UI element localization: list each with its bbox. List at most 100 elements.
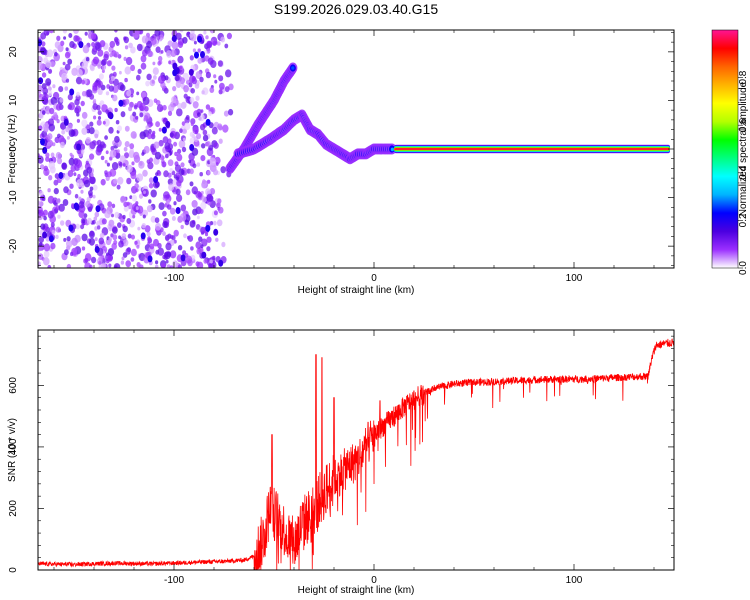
noise-blob (128, 42, 133, 49)
noise-blob (80, 224, 85, 230)
noise-blob (119, 70, 122, 75)
noise-blob (197, 57, 203, 64)
noise-blob (189, 220, 196, 228)
noise-blob (217, 198, 222, 204)
noise-blob (179, 213, 187, 222)
noise-blob (162, 136, 169, 144)
noise-blob (196, 261, 204, 268)
noise-blob (217, 41, 221, 46)
noise-blob (188, 159, 192, 164)
noise-blob (175, 176, 179, 181)
noise-blob (175, 80, 182, 89)
noise-blob (177, 148, 182, 154)
noise-blob (135, 188, 139, 193)
noise-blob (141, 223, 146, 229)
noise-blob (124, 125, 130, 132)
noise-blob (166, 204, 172, 210)
noise-blob (155, 249, 160, 255)
noise-blob (180, 162, 185, 168)
noise-blob (189, 33, 197, 42)
noise-blob (38, 155, 44, 164)
noise-blob (108, 226, 113, 232)
noise-blob (38, 62, 43, 70)
noise-blob (153, 98, 158, 103)
noise-blob (182, 250, 187, 256)
noise-blob (213, 142, 219, 149)
noise-blob (111, 242, 117, 250)
noise-blob (96, 104, 101, 111)
noise-blob (51, 229, 56, 235)
noise-blob (228, 108, 234, 116)
noise-blob (81, 149, 85, 154)
noise-blob (129, 147, 134, 153)
noise-blob (168, 183, 175, 191)
noise-blob (177, 245, 183, 251)
noise-blob (189, 132, 194, 137)
noise-blob (130, 171, 137, 180)
colorbar-tick-label: 0.6 (738, 118, 749, 132)
feature-core (291, 66, 295, 70)
noise-blob (203, 258, 208, 264)
noise-blob (167, 159, 174, 167)
noise-blob (99, 100, 105, 106)
noise-blob (81, 79, 86, 85)
noise-blob (83, 258, 88, 264)
noise-blob (108, 126, 114, 134)
noise-blob (71, 67, 78, 76)
noise-blob (46, 141, 51, 147)
noise-blob (206, 236, 212, 243)
snr-series-line (38, 338, 674, 570)
noise-blob (206, 41, 213, 49)
noise-blob (54, 51, 58, 57)
noise-blob (213, 228, 219, 236)
noise-blob (173, 229, 179, 237)
noise-blob (133, 30, 141, 35)
noise-blob (153, 75, 157, 80)
noise-blob (65, 126, 70, 133)
noise-blob (153, 141, 160, 149)
noise-blob (48, 123, 55, 132)
noise-blob (136, 74, 141, 81)
noise-blob (154, 30, 161, 37)
noise-blob (86, 166, 93, 174)
noise-blob (117, 125, 122, 132)
noise-blob (199, 208, 204, 214)
noise-blob (50, 61, 56, 68)
noise-blob (183, 85, 190, 93)
noise-blob (175, 32, 182, 40)
noise-blob (143, 190, 146, 195)
noise-blob (45, 78, 52, 86)
colorbar-tick-label: 0.2 (738, 213, 749, 227)
noise-blob (82, 45, 90, 54)
noise-blob (42, 231, 48, 239)
noise-blob (190, 246, 194, 251)
noise-blob (97, 88, 103, 96)
noise-blob (43, 165, 49, 172)
noise-blob (174, 74, 180, 82)
spectrogram-x-tick-label: -100 (164, 273, 184, 284)
noise-blob (72, 250, 78, 256)
noise-blob (143, 117, 147, 122)
noise-blob (85, 160, 89, 165)
noise-blob (149, 157, 153, 163)
noise-blob (136, 173, 144, 182)
noise-blob (151, 38, 157, 45)
noise-blob (40, 47, 47, 55)
noise-blob (150, 215, 157, 223)
noise-blob (78, 210, 85, 219)
spectrogram-y-tick-label: -20 (8, 238, 19, 253)
noise-blob (62, 61, 66, 66)
noise-blob (219, 82, 225, 90)
noise-blob (126, 164, 133, 173)
noise-blob (224, 86, 230, 93)
noise-blob (172, 62, 178, 70)
noise-blob (157, 60, 162, 66)
noise-blob (141, 152, 145, 156)
noise-blob (136, 244, 140, 249)
noise-blob (165, 259, 169, 264)
noise-blob (85, 137, 92, 144)
noise-blob (47, 264, 52, 268)
noise-blob (66, 236, 71, 242)
noise-blob (40, 32, 47, 40)
